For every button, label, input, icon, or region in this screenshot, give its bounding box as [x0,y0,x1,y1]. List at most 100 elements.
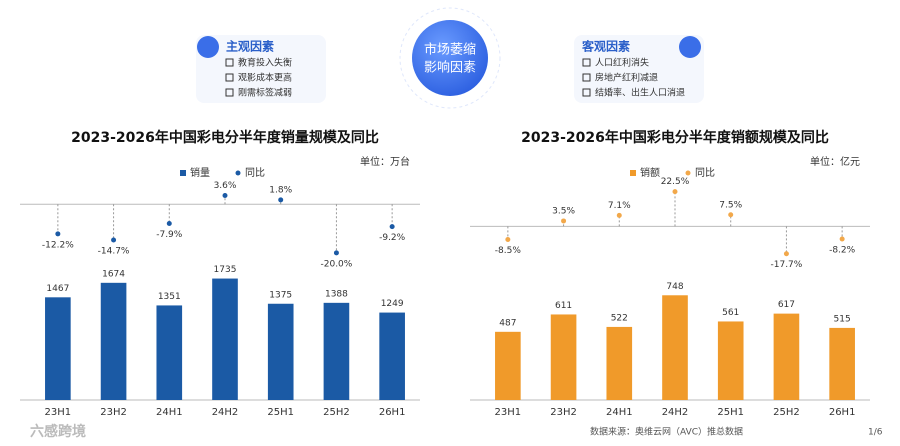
center-text: 影响因素 [424,60,476,76]
left-heading: 主观因素 [226,39,274,54]
yoy-label: 7.1% [608,201,631,211]
center-text: 市场萎缩 [424,42,476,58]
factor-item: 观影成本更高 [238,72,292,84]
yoy-label: -12.2% [42,240,74,250]
unit: 单位：万台 [360,155,410,168]
yoy-label: -14.7% [98,246,130,256]
bar [717,321,744,400]
yoy-dot [222,193,228,199]
legend-label: 销量 [190,166,210,179]
bar [773,313,800,400]
page-number: 1/6 [868,428,883,438]
x-tick-label: 26H1 [829,407,856,418]
bar [212,278,238,400]
bar-label: 487 [499,318,516,328]
icon [679,36,701,58]
center-circle [412,20,488,96]
x-tick-label: 24H2 [662,407,689,418]
left-panel [196,35,326,103]
bar [45,297,71,400]
bar-label: 1351 [158,292,181,302]
bar [323,302,350,400]
icon [197,36,219,58]
x-tick-label: 23H2 [550,407,577,418]
bar-label: 522 [611,313,628,323]
bar-label: 515 [834,314,851,324]
legend-marker [685,170,691,176]
bar [606,326,633,400]
yoy-label: -20.0% [321,259,353,269]
yoy-label: 3.5% [552,206,575,216]
checkbox [582,73,591,82]
bar [662,295,688,400]
yoy-dot [389,224,395,230]
factor-item: 刚需标签减弱 [238,87,292,99]
yoy-dot [55,231,61,237]
yoy-dot [561,218,567,224]
bar [550,314,577,400]
x-tick-label: 24H2 [212,407,239,418]
chart-title: 2023-2026年中国彩电分半年度销量规模及同比 [71,129,379,146]
yoy-label: -7.9% [156,230,183,240]
yoy-dot [616,212,622,218]
ring [399,7,501,109]
x-tick-label: 25H2 [773,407,800,418]
checkbox [582,58,591,67]
bar-label: 611 [555,301,572,311]
right-panel [574,35,704,103]
x-tick-label: 25H1 [717,407,744,418]
factor-item: 人口红利消失 [595,57,649,69]
logo: 六感跨境 [30,423,86,440]
legend-marker [180,170,186,176]
checkbox [225,58,234,67]
yoy-label: 1.8% [269,185,292,195]
yoy-dot [839,236,845,242]
yoy-dot [672,189,678,195]
bar-label: 748 [666,282,683,292]
legend-marker [630,170,636,176]
right-heading: 客观因素 [581,39,630,54]
bar [495,331,521,400]
yoy-label: 3.6% [214,181,237,191]
factor-item: 房地产红利减退 [595,72,658,84]
yoy-dot [333,250,339,256]
source: 数据来源：奥维云网（AVC）推总数据 [590,426,743,438]
checkbox [225,73,234,82]
bar-label: 1375 [269,290,292,300]
checkbox [225,88,234,97]
bar-label: 561 [722,308,739,318]
bar [156,305,183,400]
yoy-dot [166,220,172,226]
bar [829,327,855,400]
legend-label: 销额 [640,166,660,179]
x-tick-label: 26H1 [379,407,406,418]
x-tick-label: 25H1 [267,407,294,418]
chart-title: 2023-2026年中国彩电分半年度销额规模及同比 [521,129,829,146]
yoy-label: -9.2% [379,233,406,243]
yoy-label: -8.5% [495,246,522,256]
bar [267,303,294,400]
yoy-dot [111,237,117,243]
bar-label: 1735 [214,265,237,275]
bar-label: 1249 [381,299,404,309]
bar [100,282,127,400]
yoy-dot [728,212,734,218]
yoy-dot [783,251,789,257]
x-tick-label: 23H2 [100,407,127,418]
yoy-dot [278,197,284,203]
yoy-label: -17.7% [771,260,803,270]
x-tick-label: 25H2 [323,407,350,418]
x-tick-label: 23H1 [495,407,522,418]
legend-label: 同比 [695,167,715,179]
bar [379,312,405,400]
yoy-label: 22.5% [661,177,690,187]
x-tick-label: 24H1 [606,407,633,418]
bar-label: 1674 [102,269,125,279]
bar-label: 1388 [325,289,348,299]
yoy-label: 7.5% [719,200,742,210]
bar-label: 617 [778,300,795,310]
factor-item: 教育投入失衡 [238,57,292,69]
x-tick-label: 24H1 [156,407,183,418]
legend-label: 同比 [245,167,265,179]
